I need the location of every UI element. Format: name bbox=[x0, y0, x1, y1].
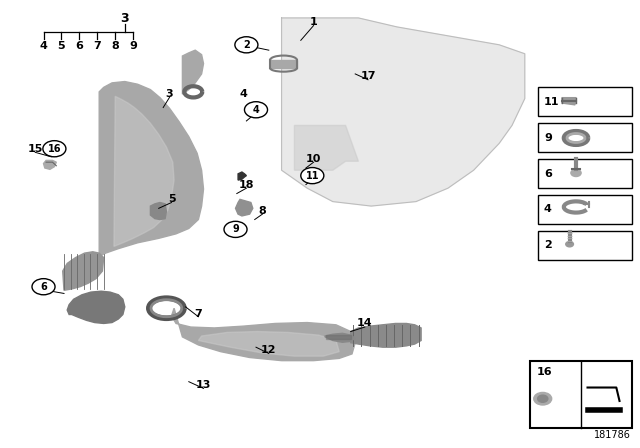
Circle shape bbox=[244, 102, 268, 118]
Text: 4: 4 bbox=[239, 89, 247, 99]
Text: 13: 13 bbox=[196, 380, 211, 390]
Polygon shape bbox=[182, 50, 204, 94]
Text: 9: 9 bbox=[232, 224, 239, 234]
Text: 9: 9 bbox=[544, 133, 552, 143]
Text: 7: 7 bbox=[195, 309, 202, 319]
Text: 17: 17 bbox=[360, 71, 376, 81]
Circle shape bbox=[32, 279, 55, 295]
Polygon shape bbox=[282, 18, 525, 206]
Text: 8: 8 bbox=[111, 41, 119, 51]
Text: 6: 6 bbox=[76, 41, 83, 51]
Circle shape bbox=[571, 169, 581, 177]
Circle shape bbox=[235, 37, 258, 53]
Polygon shape bbox=[236, 199, 253, 216]
Text: 181786: 181786 bbox=[593, 430, 630, 440]
Text: 7: 7 bbox=[93, 41, 101, 51]
Text: 5: 5 bbox=[58, 41, 65, 51]
Polygon shape bbox=[238, 172, 246, 180]
Text: 18: 18 bbox=[239, 180, 254, 190]
Polygon shape bbox=[150, 202, 166, 220]
Text: 11: 11 bbox=[305, 171, 319, 181]
Polygon shape bbox=[325, 333, 355, 342]
Polygon shape bbox=[294, 125, 358, 170]
Circle shape bbox=[538, 395, 548, 402]
Text: 2: 2 bbox=[243, 40, 250, 50]
Text: 3: 3 bbox=[166, 89, 173, 99]
Polygon shape bbox=[63, 252, 104, 290]
Text: 4: 4 bbox=[544, 204, 552, 215]
Polygon shape bbox=[351, 323, 421, 347]
Polygon shape bbox=[99, 82, 204, 256]
Circle shape bbox=[43, 141, 66, 157]
Polygon shape bbox=[172, 308, 355, 361]
Polygon shape bbox=[44, 160, 56, 169]
Polygon shape bbox=[114, 96, 174, 246]
Text: 6: 6 bbox=[544, 168, 552, 179]
Circle shape bbox=[301, 168, 324, 184]
Text: 1: 1 bbox=[310, 17, 317, 27]
Bar bbox=[538, 123, 632, 152]
Text: 8: 8 bbox=[259, 206, 266, 215]
Text: 2: 2 bbox=[544, 240, 552, 250]
Text: 4: 4 bbox=[253, 105, 259, 115]
Polygon shape bbox=[326, 335, 351, 339]
Bar bbox=[530, 361, 632, 428]
Circle shape bbox=[566, 241, 573, 247]
Text: 9: 9 bbox=[129, 41, 137, 51]
Bar bbox=[538, 87, 632, 116]
Text: 11: 11 bbox=[544, 97, 559, 107]
Polygon shape bbox=[270, 60, 297, 68]
Bar bbox=[538, 159, 632, 188]
Text: 16: 16 bbox=[47, 144, 61, 154]
Polygon shape bbox=[67, 291, 125, 323]
Text: 10: 10 bbox=[306, 154, 321, 164]
Polygon shape bbox=[562, 98, 576, 105]
Text: 5: 5 bbox=[168, 194, 175, 204]
Text: 15: 15 bbox=[28, 144, 43, 154]
Text: 14: 14 bbox=[357, 319, 372, 328]
Bar bbox=[538, 195, 632, 224]
Text: 12: 12 bbox=[261, 345, 276, 355]
Text: 3: 3 bbox=[120, 12, 129, 26]
Text: 4: 4 bbox=[40, 41, 47, 51]
Bar bbox=[538, 231, 632, 260]
Polygon shape bbox=[198, 332, 339, 356]
Circle shape bbox=[224, 221, 247, 237]
Text: 16: 16 bbox=[536, 367, 552, 377]
Circle shape bbox=[534, 392, 552, 405]
Text: 6: 6 bbox=[40, 282, 47, 292]
